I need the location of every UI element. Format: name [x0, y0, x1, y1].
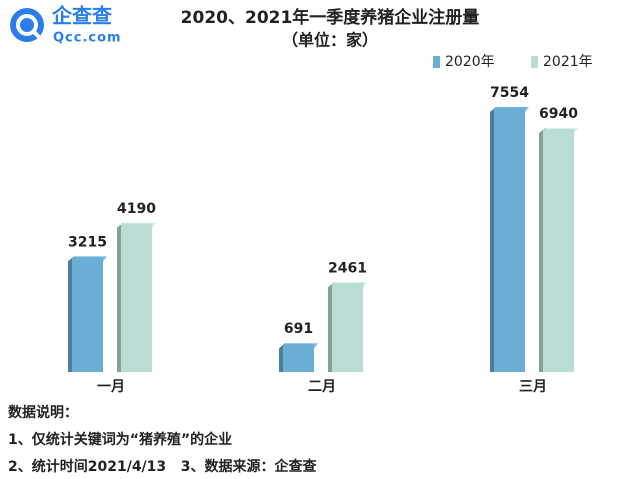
- logo-icon-tail: [30, 28, 41, 39]
- value-label: 7554: [490, 85, 529, 101]
- logo-site: Qcc.com: [53, 31, 122, 46]
- logo-name: 企查查: [51, 4, 112, 28]
- logo-icon-ring: [16, 14, 38, 36]
- bar: [283, 344, 314, 372]
- bar: [72, 257, 103, 372]
- note-line: 1、仅统计关键词为“猪养殖”的企业: [8, 431, 232, 448]
- value-label: 691: [284, 321, 313, 337]
- x-tick-label: 一月: [97, 379, 125, 395]
- x-tick-label: 二月: [308, 379, 336, 395]
- legend-swatch: [433, 56, 440, 68]
- logo: 企查查 Qcc.com: [10, 4, 122, 46]
- bar: [121, 223, 152, 372]
- chart-subtitle: （单位：家）: [282, 31, 378, 50]
- x-tick-label: 三月: [519, 379, 547, 395]
- bar: [332, 283, 363, 372]
- note-line: 2、统计时间2021/4/13 3、数据来源：企查查: [8, 458, 318, 475]
- bar: [543, 129, 574, 372]
- value-label: 3215: [68, 234, 107, 250]
- legend-swatch: [531, 56, 538, 68]
- value-label: 2461: [328, 260, 367, 276]
- chart-title: 2020、2021年一季度养猪企业注册量: [181, 7, 480, 28]
- value-label: 4190: [117, 201, 156, 217]
- bar: [494, 108, 525, 372]
- legend-label: 2021年: [543, 54, 593, 70]
- notes-title: 数据说明：: [8, 404, 78, 421]
- legend-label: 2020年: [445, 54, 495, 70]
- value-label: 6940: [539, 106, 578, 122]
